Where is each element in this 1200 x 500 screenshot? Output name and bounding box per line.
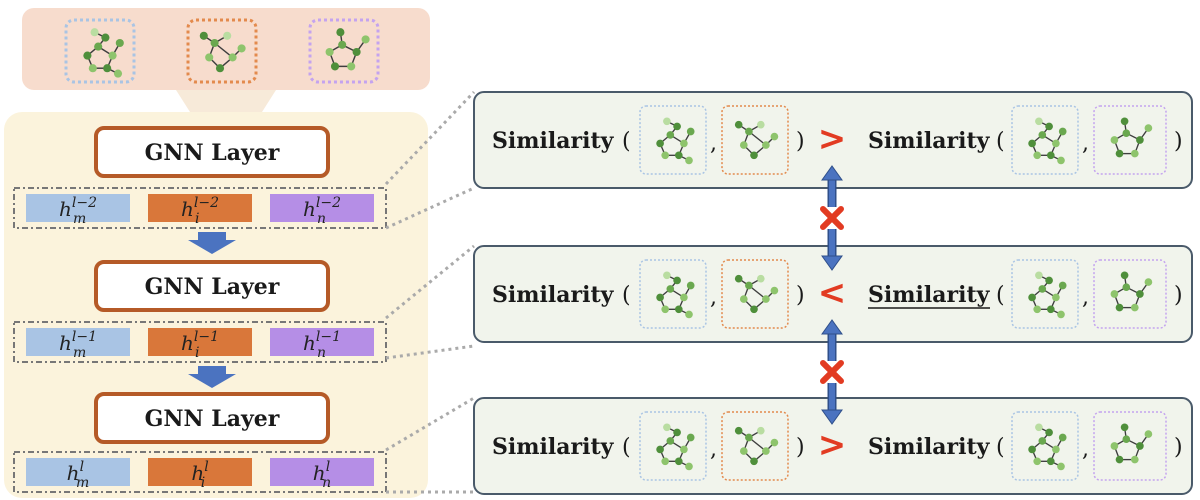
- leader-lines: [384, 90, 476, 494]
- similarity-right-label: Similarity: [868, 128, 991, 154]
- embedding-label: hl m: [67, 459, 90, 491]
- embedding-label: hl−2 m: [59, 195, 97, 227]
- embedding-label: hl−2 i: [181, 195, 219, 227]
- open-paren: (: [996, 435, 1005, 460]
- comparison-operator: >: [818, 425, 847, 465]
- embedding-h-m: hl−1 m: [26, 328, 130, 361]
- close-paren: ): [1174, 129, 1183, 154]
- embedding-h-m: hl−2 m: [26, 194, 130, 227]
- blue-down-arrow-icon: [188, 366, 236, 388]
- embedding-row: [13, 321, 387, 363]
- double-arrow-icon: [821, 165, 843, 181]
- embedding-label: hl−1 i: [181, 329, 219, 361]
- comparison-operator: >: [818, 119, 847, 159]
- embedding-h-m: hl m: [26, 458, 130, 491]
- similarity-left-label: Similarity: [492, 128, 615, 154]
- open-paren: (: [622, 283, 631, 308]
- embedding-h-n: hl n: [270, 458, 374, 491]
- contradiction-connector-1: [819, 165, 845, 271]
- input-graph-n: [308, 18, 380, 84]
- stack-connector: [176, 90, 276, 112]
- embedding-row: [13, 187, 387, 229]
- gnn-layer-label: GNN Layer: [145, 274, 280, 300]
- similarity-right-label: Similarity: [868, 282, 991, 308]
- graph-frame-n: [1093, 105, 1167, 175]
- open-paren: (: [622, 435, 631, 460]
- open-paren: (: [996, 129, 1005, 154]
- close-paren: ): [1174, 435, 1183, 460]
- gnn-layer-box: [94, 126, 330, 178]
- comma: ,: [710, 131, 717, 156]
- similarity-right-label: Similarity: [868, 434, 991, 460]
- input-graph-i: [186, 18, 258, 84]
- comma: ,: [1082, 285, 1089, 310]
- embedding-h-n: hl−2 n: [270, 194, 374, 227]
- comma: ,: [710, 437, 717, 462]
- gnn-layer-label: GNN Layer: [145, 140, 280, 166]
- embedding-label: hl n: [313, 459, 331, 491]
- similarity-left-label: Similarity: [492, 434, 615, 460]
- comma: ,: [1082, 437, 1089, 462]
- close-paren: ): [796, 129, 805, 154]
- open-paren: (: [996, 283, 1005, 308]
- comma: ,: [710, 285, 717, 310]
- embedding-h-i: hl−1 i: [148, 328, 252, 361]
- gnn-layer-label: GNN Layer: [145, 406, 280, 432]
- comparison-operator: <: [818, 273, 847, 313]
- double-arrow-icon: [821, 319, 843, 335]
- comma: ,: [1082, 131, 1089, 156]
- cross-icon: [820, 360, 844, 384]
- embedding-label: hl−1 n: [303, 329, 341, 361]
- embedding-row: [13, 451, 387, 493]
- gnn-layer-1: GNN Layer hl−2 m hl−2 i hl−2 n: [13, 126, 387, 229]
- close-paren: ): [796, 435, 805, 460]
- close-paren: ): [1174, 283, 1183, 308]
- embedding-label: hl−1 m: [59, 329, 97, 361]
- open-paren: (: [622, 129, 631, 154]
- input-graph-m: [64, 18, 136, 84]
- contradiction-connector-2: [819, 319, 845, 425]
- embedding-label: hl−2 n: [303, 195, 341, 227]
- comparison-panel-2: Similarity(,) < Similarity(,): [473, 245, 1193, 343]
- gnn-layer-box: [94, 260, 330, 312]
- embedding-h-i: hl i: [148, 458, 252, 491]
- comparison-panel-1: Similarity(,) > Similarity(,): [473, 91, 1193, 189]
- gnn-layer-box: [94, 392, 330, 444]
- gnn-layer-2: GNN Layer hl−1 m hl−1 i hl−1 n: [13, 260, 387, 363]
- similarity-left-label: Similarity: [492, 282, 615, 308]
- input-graphs-banner: [22, 8, 430, 90]
- graph-frame-n: [1093, 411, 1167, 481]
- embedding-h-i: hl−2 i: [148, 194, 252, 227]
- blue-down-arrow-icon: [188, 232, 236, 254]
- gnn-layer-3: GNN Layer hl m hl i hl n: [13, 392, 387, 493]
- cross-icon: [820, 206, 844, 230]
- close-paren: ): [796, 283, 805, 308]
- comparison-panel-3: Similarity(,) > Similarity(,): [473, 397, 1193, 495]
- embedding-h-n: hl−1 n: [270, 328, 374, 361]
- embedding-label: hl i: [191, 459, 208, 491]
- graph-frame-n: [1093, 259, 1167, 329]
